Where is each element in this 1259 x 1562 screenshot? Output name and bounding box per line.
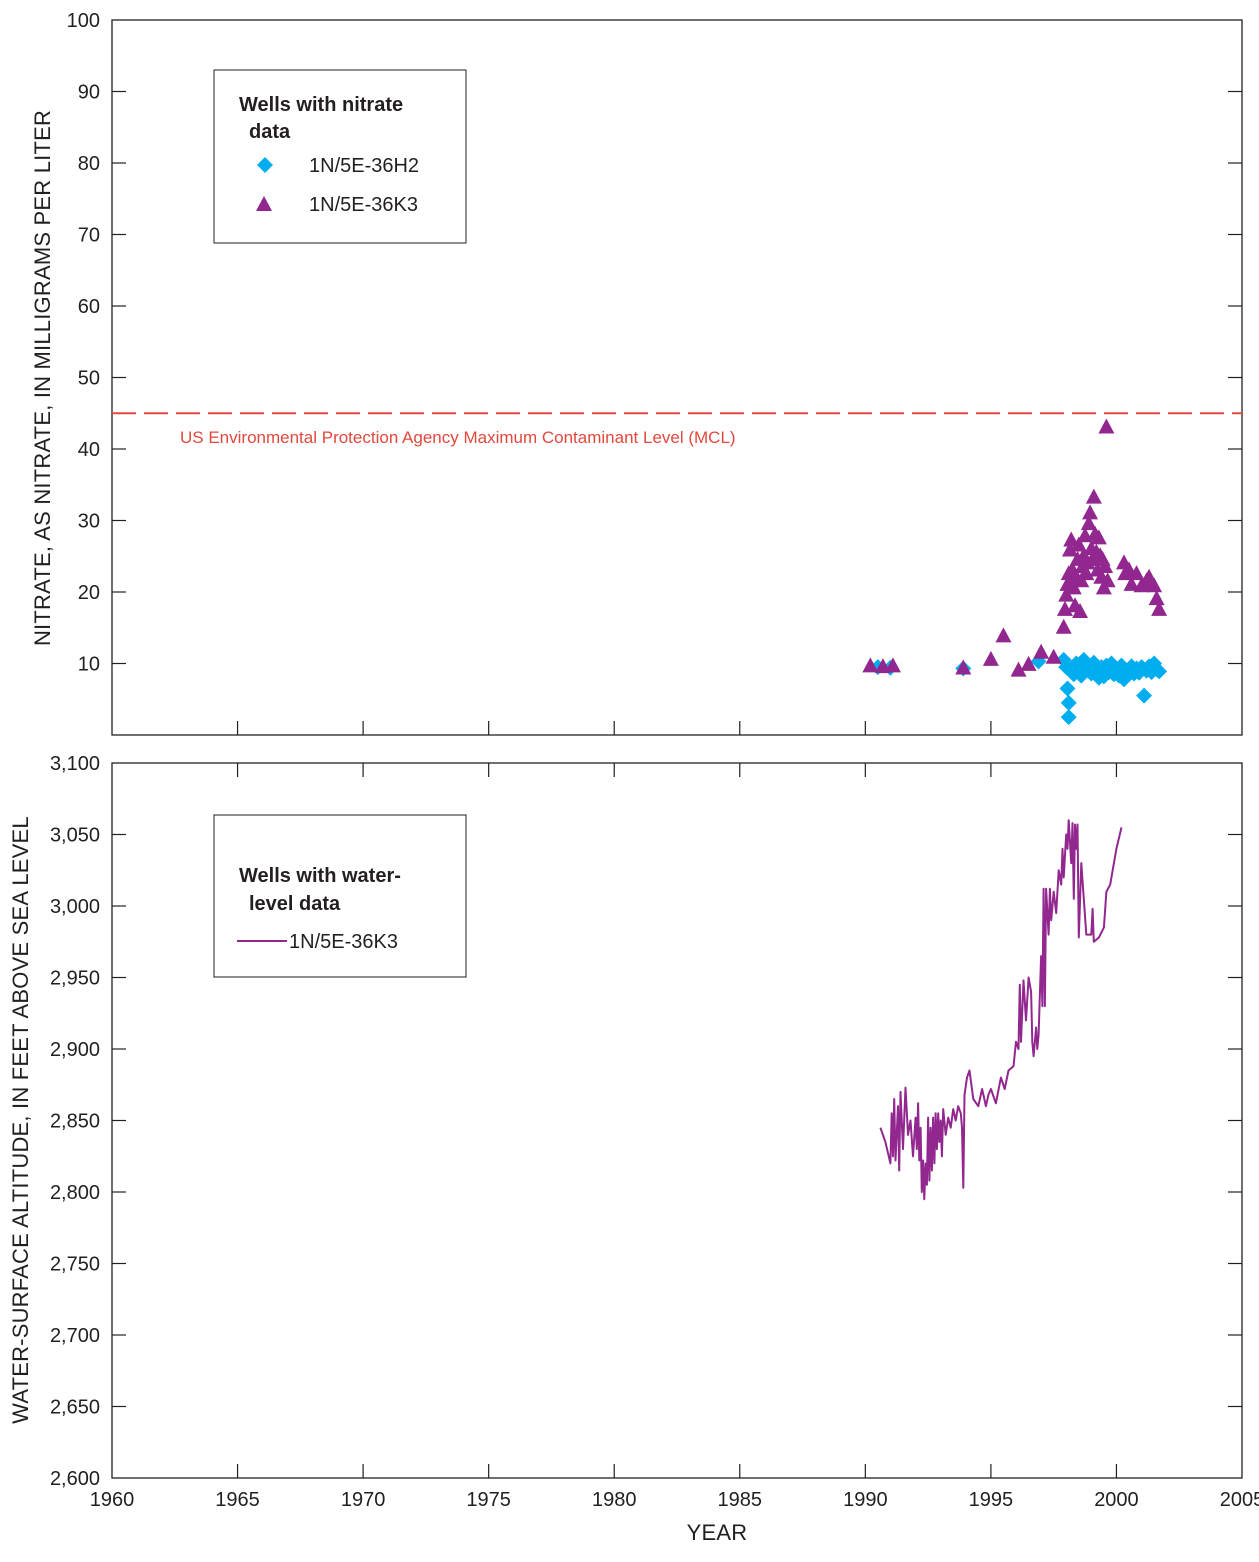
nitrate-y-axis-title: NITRATE, AS NITRATE, IN MILLIGRAMS PER L… — [30, 110, 55, 646]
x-tick-label: 1995 — [969, 1489, 1014, 1511]
nitrate-legend-title-line1: Wells with nitrate — [239, 94, 403, 116]
x-tick-label: 1960 — [90, 1489, 135, 1511]
nitrate-legend: Wells with nitrate data 1N/5E-36H2 1N/5E… — [213, 69, 467, 244]
k3-triangle-point — [995, 627, 1012, 643]
water-level-y-tick-label: 2,800 — [50, 1182, 100, 1204]
water-level-y-tick-label: 2,850 — [50, 1111, 100, 1133]
k3-triangle-point — [1010, 661, 1027, 677]
k3-triangle-point — [1098, 418, 1115, 434]
water-level-y-tick-label: 2,750 — [50, 1254, 100, 1276]
nitrate-y-tick-label: 70 — [78, 225, 100, 247]
nitrate-y-tick-label: 40 — [78, 439, 100, 461]
h2-diamond-point — [1060, 694, 1077, 711]
x-tick-label: 1990 — [843, 1489, 888, 1511]
x-tick-label: 1975 — [466, 1489, 511, 1511]
k3-triangle-point — [1099, 572, 1116, 588]
water-level-y-tick-label: 3,100 — [50, 753, 100, 775]
x-tick-label: 1985 — [718, 1489, 763, 1511]
h2-diamond-point — [1059, 680, 1076, 697]
water-level-y-tick-label: 2,650 — [50, 1397, 100, 1419]
water-level-y-tick-label: 2,900 — [50, 1039, 100, 1061]
h2-diamond-point — [1136, 687, 1153, 704]
h2-nitrate-series — [869, 651, 1168, 726]
k3-triangle-point — [1055, 618, 1072, 634]
k3-triangle-point — [1146, 577, 1163, 593]
nitrate-y-tick-label: 80 — [78, 153, 100, 175]
water-level-y-axis-title: WATER-SURFACE ALTITUDE, IN FEET ABOVE SE… — [8, 816, 33, 1424]
water-level-legend-title-line1: Wells with water- — [239, 865, 401, 887]
water-level-legend-title-line2: level data — [249, 893, 341, 915]
nitrate-legend-item-k3: 1N/5E-36K3 — [309, 194, 418, 216]
diamond-icon — [257, 157, 273, 173]
k3-nitrate-series — [862, 418, 1168, 677]
h2-diamond-point — [1060, 709, 1077, 726]
water-level-y-tick-labels: 2,600 2,650 2,700 2,750 2,800 2,850 2,900 2,950… — [50, 753, 100, 1490]
nitrate-y-tick-label: 20 — [78, 582, 100, 604]
k3-triangle-point — [1090, 529, 1107, 545]
water-level-legend-box — [213, 814, 467, 978]
water-level-legend: Wells with water- level data 1N/5E-36K3 — [213, 814, 467, 978]
nitrate-y-tick-label: 10 — [78, 654, 100, 676]
k3-triangle-point — [1045, 648, 1062, 664]
k3-triangle-point — [1063, 531, 1080, 547]
k3-triangle-point — [1061, 541, 1078, 557]
k3-triangle-point — [1020, 655, 1037, 671]
water-level-y-tick-label: 2,600 — [50, 1468, 100, 1490]
mcl-label: US Environmental Protection Agency Maxim… — [180, 428, 736, 447]
x-axis-title: YEAR — [687, 1520, 748, 1545]
k3-triangle-point — [955, 659, 972, 675]
x-tick-label: 2005 — [1220, 1489, 1259, 1511]
k3-triangle-point — [862, 657, 879, 673]
nitrate-y-tick-label: 100 — [67, 10, 100, 32]
k3-triangle-point — [1151, 600, 1168, 616]
nitrate-legend-title-line2: data — [249, 121, 291, 143]
k3-triangle-point — [884, 657, 901, 673]
x-tick-label: 1980 — [592, 1489, 637, 1511]
nitrate-y-tick-label: 30 — [78, 511, 100, 533]
nitrate-y-tick-label: 50 — [78, 368, 100, 390]
x-tick-label: 2000 — [1094, 1489, 1139, 1511]
x-axis-tick-labels: 1960 1965 1970 1975 1980 1985 1990 1995 2000 2005 — [90, 1489, 1259, 1511]
k3-triangle-point — [1082, 504, 1099, 520]
nitrate-legend-item-h2: 1N/5E-36H2 — [309, 155, 419, 177]
water-level-x-ticks — [236, 763, 1118, 1478]
nitrate-y-tick-label: 90 — [78, 82, 100, 104]
water-level-y-ticks — [112, 833, 1242, 1408]
water-level-legend-item-k3: 1N/5E-36K3 — [289, 931, 398, 953]
k3-triangle-point — [1128, 565, 1145, 581]
water-level-y-tick-label: 2,700 — [50, 1325, 100, 1347]
k3-triangle-point — [1072, 603, 1089, 619]
nitrate-legend-box — [213, 69, 467, 244]
nitrate-y-tick-labels: 10 20 30 40 50 60 70 80 90 100 — [67, 10, 100, 676]
water-level-y-tick-label: 3,050 — [50, 825, 100, 847]
water-level-y-tick-label: 3,000 — [50, 896, 100, 918]
k3-triangle-point — [982, 650, 999, 666]
nitrate-x-ticks — [236, 721, 1118, 735]
k3-triangle-point — [1080, 515, 1097, 531]
x-tick-label: 1970 — [341, 1489, 386, 1511]
x-tick-label: 1965 — [215, 1489, 260, 1511]
water-level-panel: 2,600 2,650 2,700 2,750 2,800 2,850 2,900 2,950… — [8, 753, 1243, 1490]
nitrate-y-ticks — [112, 90, 1242, 665]
nitrate-panel: 10 20 30 40 50 60 70 80 90 100 US Environmental P… — [30, 10, 1243, 736]
h2-diamond-point — [1151, 663, 1168, 680]
water-level-y-tick-label: 2,950 — [50, 968, 100, 990]
k3-triangle-point — [1097, 557, 1114, 573]
k3-water-level-line — [879, 819, 1123, 1201]
k3-triangle-point — [1085, 488, 1102, 504]
k3-triangle-point — [1070, 536, 1087, 552]
k3-triangle-point — [1148, 590, 1165, 606]
triangle-icon — [256, 196, 272, 211]
nitrate-y-tick-label: 60 — [78, 296, 100, 318]
k3-triangle-point — [1033, 643, 1050, 659]
k3-triangle-point — [1123, 575, 1140, 591]
